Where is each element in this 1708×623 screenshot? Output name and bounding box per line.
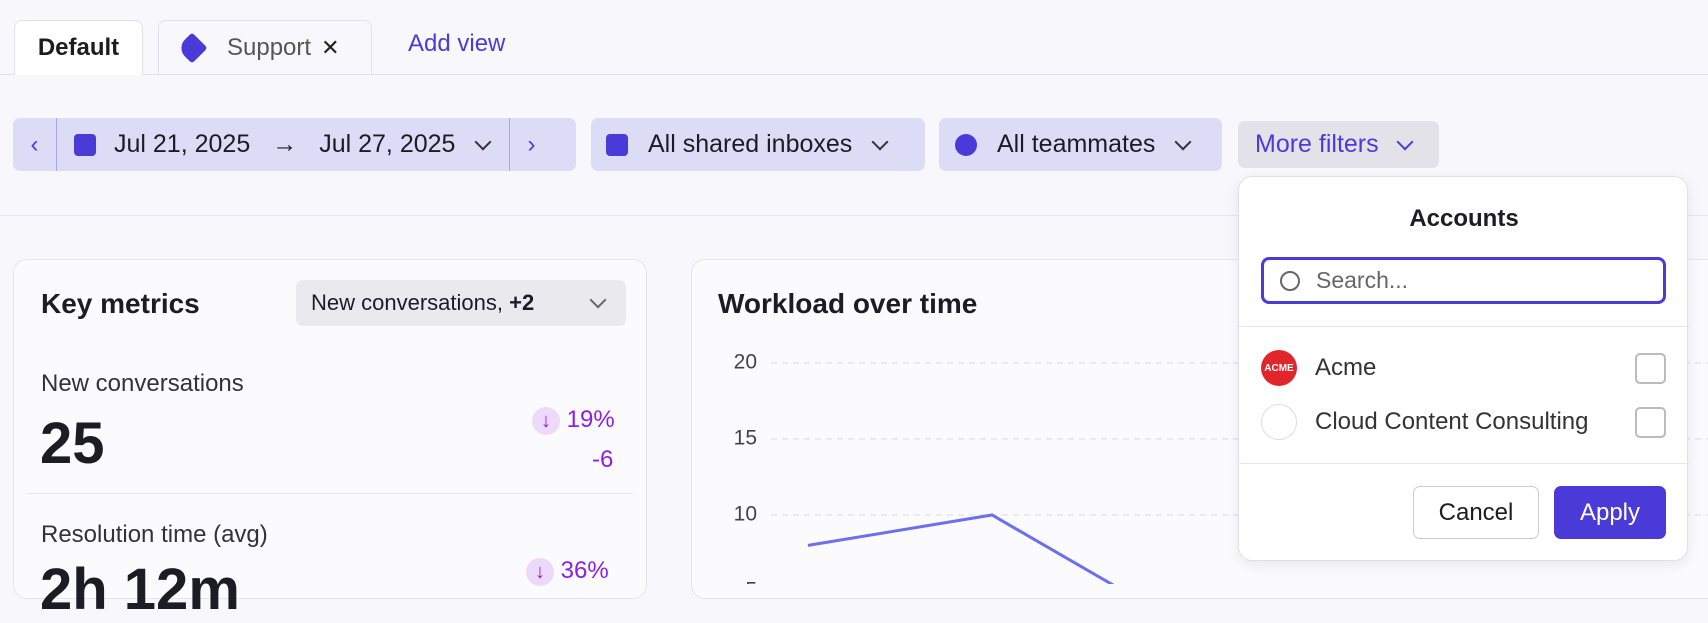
chevron — [871, 133, 889, 150]
accounts-dropdown: Accounts Search... ACME Acme Cloud Conte… — [1238, 176, 1689, 561]
chevron — [1396, 133, 1414, 150]
workload-chart: 5 10 15 20 — [734, 351, 1708, 584]
tab-support[interactable]: Support ✕ — [158, 20, 372, 74]
account-label: Cloud Content Consulting — [1315, 408, 1589, 435]
checkbox[interactable] — [1635, 352, 1666, 384]
more-filters[interactable]: More filters — [1238, 121, 1439, 168]
account-logo — [1261, 404, 1297, 440]
metric-change: ↓ 19% — [532, 406, 615, 435]
more-label: More filters — [1255, 130, 1379, 158]
metric-label: Resolution time (avg) — [41, 521, 268, 548]
chevron — [1174, 133, 1192, 150]
teammate-filter[interactable]: All teammates — [939, 118, 1222, 171]
metric-change: ↓ 36% — [526, 557, 609, 586]
arrow: → — [272, 130, 298, 158]
cancel-button[interactable]: Cancel — [1413, 486, 1539, 539]
y-tick-label: 20 — [734, 351, 757, 374]
search-placeholder: Search... — [1316, 267, 1409, 293]
people-icon — [955, 133, 977, 156]
pin-icon — [176, 31, 208, 64]
prev[interactable]: ‹ — [30, 130, 39, 158]
account-option[interactable]: Cloud Content Consulting — [1261, 404, 1666, 440]
metric-divider — [27, 493, 633, 494]
calendar-icon — [74, 133, 96, 156]
card-title: Key metrics — [41, 288, 200, 319]
y-tick-label: 10 — [734, 503, 757, 526]
change-value: 19% — [566, 406, 615, 433]
date-start[interactable]: Jul 21, 2025 — [114, 130, 251, 158]
date-filter: ‹ Jul 21, 2025 → Jul 27, 2025 › — [13, 118, 576, 171]
inbox-label: All shared inboxes — [648, 130, 853, 158]
metric-label: New conversations — [41, 370, 244, 397]
search-icon — [1280, 270, 1300, 291]
chevron — [474, 133, 492, 150]
close-icon[interactable]: ✕ — [321, 34, 340, 60]
date-end[interactable]: Jul 27, 2025 — [319, 130, 456, 158]
selector-extra: +2 — [509, 290, 535, 315]
metric-value: 25 — [40, 411, 105, 476]
y-tick-label: 5 — [745, 579, 757, 584]
metric-delta: -6 — [592, 446, 614, 473]
change-value: 36% — [560, 557, 609, 584]
search-box[interactable]: Search... — [1261, 257, 1666, 304]
inbox-icon — [606, 133, 628, 156]
metric-selector[interactable]: New conversations, +2 — [296, 280, 626, 326]
inbox-filter[interactable]: All shared inboxes — [591, 118, 925, 171]
account-label: Acme — [1315, 354, 1377, 381]
card-title: Workload over time — [718, 288, 978, 319]
apply-button[interactable]: Apply — [1554, 486, 1666, 539]
add-view[interactable]: Add view — [408, 30, 506, 57]
tab-label: Default — [37, 34, 120, 61]
metric-value: 2h 12m — [40, 557, 240, 622]
y-tick-label: 15 — [734, 427, 757, 450]
selector-label: New conversations, — [311, 290, 503, 315]
section-divider — [0, 215, 1708, 216]
account-option[interactable]: ACME Acme — [1261, 350, 1666, 386]
dropdown-title: Accounts — [1409, 205, 1519, 232]
page: Default Support ✕ Add view ‹ Jul 21, 202… — [0, 20, 1708, 622]
workload-line — [807, 513, 1115, 584]
next[interactable]: › — [527, 130, 536, 158]
teammate-label: All teammates — [997, 130, 1156, 158]
checkbox[interactable] — [1635, 406, 1666, 438]
tab-default[interactable]: Default — [14, 20, 143, 75]
tab-label: Support — [227, 33, 312, 61]
tab-bar-divider — [0, 74, 1708, 75]
account-logo: ACME — [1261, 350, 1297, 386]
chevron — [589, 291, 607, 309]
